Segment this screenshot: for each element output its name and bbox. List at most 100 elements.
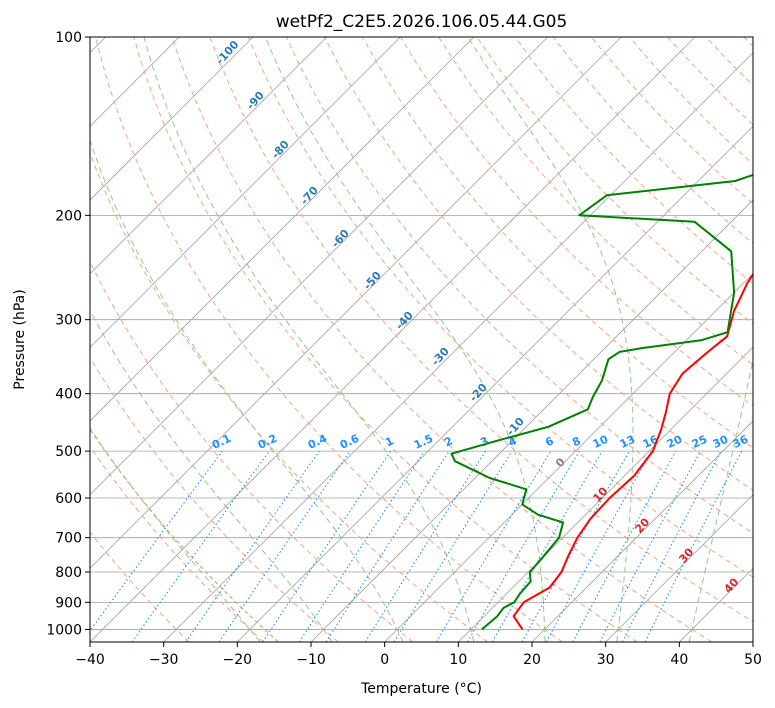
mixing-ratio-line xyxy=(521,450,630,642)
profile-lines xyxy=(450,173,753,631)
mixing-ratio-line xyxy=(90,450,223,632)
dry-adiabat-line xyxy=(90,445,264,642)
isotherm-line xyxy=(90,37,254,201)
y-tick-label: 200 xyxy=(55,208,82,224)
y-tick-label: 800 xyxy=(55,565,82,581)
isotherm-line xyxy=(90,37,696,642)
x-axis-label: Temperature (°C) xyxy=(360,681,482,697)
x-tick-label: 50 xyxy=(744,652,762,668)
x-tick-label: 10 xyxy=(449,652,467,668)
dry-adiabat-label: -30 xyxy=(429,345,452,369)
mixing-ratio-label: 3 xyxy=(478,434,490,449)
isotherm-line xyxy=(531,420,753,642)
dry-adiabat-line xyxy=(362,37,753,449)
mixing-ratio-label: 10 xyxy=(591,433,611,451)
y-tick-label: 900 xyxy=(55,595,82,611)
mixing-ratio-label: 0.6 xyxy=(338,432,361,452)
dry-adiabat-line xyxy=(705,37,753,87)
mixing-ratio-line xyxy=(644,450,743,642)
moist-adiabat-line xyxy=(467,37,634,642)
y-axis-label: Pressure (hPa) xyxy=(12,289,28,389)
dry-adiabat-label: -70 xyxy=(298,184,321,208)
line-labels: -100-90-80-70-60-50-40-30-20-100.1 0.2 0.4… xyxy=(210,38,751,596)
chart-title: wetPf2_C2E5.2026.106.05.44.G05 xyxy=(276,12,568,32)
moist-adiabat-label: 30 xyxy=(676,545,696,565)
moist-adiabat-label: 0 xyxy=(553,455,568,470)
y-tick-label: 400 xyxy=(55,387,82,403)
plot-frame xyxy=(89,36,754,643)
isotherm-line xyxy=(90,37,622,569)
isotherm-line xyxy=(163,52,753,642)
plot-area: -100-90-80-70-60-50-40-30-20-100.1 0.2 0.4… xyxy=(89,36,754,643)
moist-adiabat-line xyxy=(90,138,404,642)
mixing-ratio-line xyxy=(393,450,513,642)
moist-adiabat-label: 40 xyxy=(721,575,741,595)
mixing-ratio-label: 8 xyxy=(570,434,582,449)
dry-adiabat-label: -80 xyxy=(269,138,292,162)
isotherm-line xyxy=(679,567,753,642)
mixing-ratio-label: 2 xyxy=(442,434,454,449)
mixing-ratio-label: 0.4 xyxy=(306,432,329,452)
x-tick-label: 20 xyxy=(523,652,541,668)
parcel-trace-line xyxy=(90,428,279,642)
mixing-ratio-line xyxy=(298,450,425,642)
y-tick-label: 1000 xyxy=(46,622,82,638)
dry-adiabat-line xyxy=(514,37,753,285)
moist-adiabat-line xyxy=(688,357,753,642)
x-tick-label: −40 xyxy=(75,652,105,668)
dry-adiabat-line xyxy=(90,356,339,642)
dry-adiabat-line xyxy=(209,37,753,623)
mixing-ratio-line xyxy=(545,450,653,642)
y-tick-label: 600 xyxy=(55,491,82,507)
dry-adiabat-label: -50 xyxy=(361,269,384,293)
dry-adiabat-line xyxy=(400,37,753,407)
x-tick-label: 30 xyxy=(597,652,615,668)
y-tick-label: 500 xyxy=(55,444,82,460)
y-tick-label: 700 xyxy=(55,531,82,547)
y-tick-label: 300 xyxy=(55,313,82,329)
isotherm-line xyxy=(90,37,475,422)
dry-adiabat-line xyxy=(552,37,753,245)
y-axis-ticks: 100 200 300 400 500 600 700 800 900 1000 xyxy=(46,30,90,638)
moist-adiabat-line xyxy=(143,37,475,642)
x-tick-label: −30 xyxy=(149,652,179,668)
dry-adiabat-label: -40 xyxy=(393,309,416,333)
isotherm-line xyxy=(752,641,753,642)
dry-adiabat-label: -20 xyxy=(467,381,490,405)
x-tick-label: 40 xyxy=(670,652,688,668)
mixing-ratio-label: 1 xyxy=(383,434,395,449)
mixing-ratio-label: 36 xyxy=(731,433,751,451)
mixing-ratio-label: 20 xyxy=(665,433,685,451)
mixing-ratio-label: 16 xyxy=(641,433,661,451)
mixing-ratio-label: 1.5 xyxy=(412,432,435,452)
dry-adiabat-line xyxy=(95,37,563,642)
mixing-ratio-label: 30 xyxy=(711,433,731,451)
mixing-ratio-line xyxy=(572,450,677,642)
background-lines xyxy=(90,37,753,642)
moist-adiabat-line xyxy=(90,309,333,642)
mixing-ratio-line xyxy=(131,450,270,642)
isotherm-line xyxy=(605,494,753,642)
moist-adiabat-label: 20 xyxy=(632,515,652,535)
mixing-ratio-line xyxy=(185,450,320,642)
mixing-ratio-label: 25 xyxy=(690,433,709,451)
mixing-ratio-label: 6 xyxy=(543,434,556,449)
isotherm-line xyxy=(237,125,753,642)
x-tick-label: −20 xyxy=(223,652,253,668)
dry-adiabat-line xyxy=(133,37,638,642)
mixing-ratio-line xyxy=(364,450,486,642)
dry-adiabat-line xyxy=(90,151,488,642)
dry-adiabat-label: -90 xyxy=(244,89,267,113)
dewpoint-profile-line xyxy=(450,173,753,631)
x-tick-label: 0 xyxy=(380,652,389,668)
dry-adiabat-label: -60 xyxy=(329,227,352,251)
temperature-profile-line xyxy=(512,272,753,630)
dry-adiabat-line xyxy=(743,37,753,47)
moist-adiabat-line xyxy=(90,427,261,642)
dry-adiabat-line xyxy=(90,531,190,642)
isotherm-line xyxy=(384,273,753,642)
isotherm-line xyxy=(90,37,548,496)
mixing-ratio-label: 13 xyxy=(618,433,637,451)
isotherm-line xyxy=(90,37,401,348)
